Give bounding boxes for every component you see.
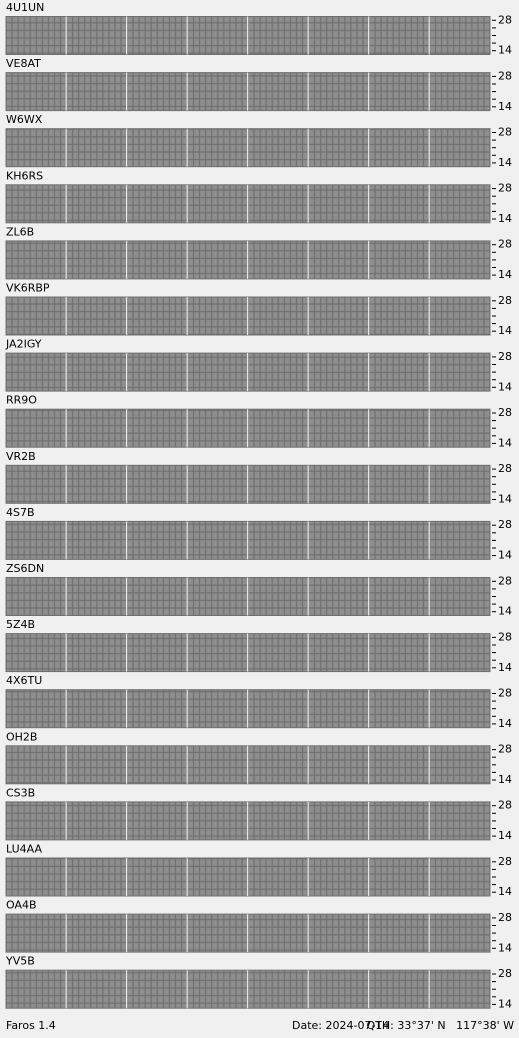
app-version: Faros 1.4 (6, 1019, 56, 1032)
band-label-top: 28 (498, 126, 512, 139)
band-label-top: 28 (498, 799, 512, 812)
station-name: LU4AA (6, 843, 42, 856)
band-label-bottom: 14 (498, 829, 512, 842)
station-name: ZL6B (6, 225, 34, 238)
band-label-bottom: 14 (498, 941, 512, 954)
station-name: VR2B (6, 450, 36, 463)
band-label-bottom: 14 (498, 493, 512, 506)
station-name: OA4B (6, 899, 37, 912)
band-label-bottom: 14 (498, 885, 512, 898)
band-label-bottom: 14 (498, 380, 512, 393)
band-label-bottom: 14 (498, 268, 512, 281)
band-label-top: 28 (498, 743, 512, 756)
band-label-top: 28 (498, 687, 512, 700)
band-label-top: 28 (498, 238, 512, 251)
band-label-bottom: 14 (498, 212, 512, 225)
station-name: YV5B (5, 955, 35, 968)
station-name: W6WX (6, 113, 43, 126)
band-label-bottom: 14 (498, 717, 512, 730)
qth-label: QTH: 33°37' N 117°38' W (367, 1019, 515, 1032)
station-name: ZS6DN (6, 562, 44, 575)
band-label-top: 28 (498, 462, 512, 475)
band-label-bottom: 14 (498, 100, 512, 113)
band-label-bottom: 14 (498, 661, 512, 674)
band-label-bottom: 14 (498, 44, 512, 57)
station-name: JA2IGY (5, 338, 42, 351)
band-label-top: 28 (498, 967, 512, 980)
band-label-top: 28 (498, 518, 512, 531)
band-label-bottom: 14 (498, 324, 512, 337)
band-label-top: 28 (498, 182, 512, 195)
band-label-top: 28 (498, 13, 512, 26)
station-name: CS3B (6, 786, 35, 799)
station-name: 4X6TU (6, 674, 42, 687)
band-label-bottom: 14 (498, 436, 512, 449)
station-name: VE8AT (6, 57, 41, 70)
station-name: VK6RBP (6, 282, 50, 295)
band-label-top: 28 (498, 294, 512, 307)
band-label-top: 28 (498, 855, 512, 868)
station-name: RR9O (6, 394, 37, 407)
station-name: 5Z4B (6, 618, 35, 631)
band-label-bottom: 14 (498, 605, 512, 618)
band-label-bottom: 14 (498, 156, 512, 169)
station-name: OH2B (6, 730, 37, 743)
band-label-bottom: 14 (498, 773, 512, 786)
band-label-top: 28 (498, 574, 512, 587)
band-label-top: 28 (498, 911, 512, 924)
band-label-top: 28 (498, 406, 512, 419)
band-label-bottom: 14 (498, 549, 512, 562)
band-label-top: 28 (498, 630, 512, 643)
station-name: 4S7B (6, 506, 35, 519)
band-label-top: 28 (498, 350, 512, 363)
date-label: Date: 2024-07-14 (292, 1019, 389, 1032)
band-label-bottom: 14 (498, 997, 512, 1010)
band-label-top: 28 (498, 69, 512, 82)
station-name: 4U1UN (6, 1, 44, 14)
station-name: KH6RS (6, 169, 43, 182)
